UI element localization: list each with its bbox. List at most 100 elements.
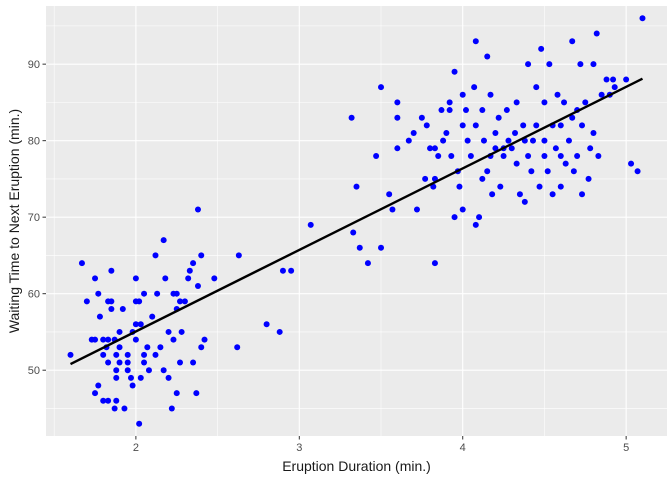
data-point [492,145,499,152]
data-point [435,152,442,159]
data-point [162,275,169,282]
data-point [557,152,564,159]
data-point [116,328,123,335]
data-point [170,336,177,343]
data-point [160,237,167,244]
data-point [590,61,597,68]
data-point [394,99,401,106]
data-point [288,267,295,274]
data-point [418,114,425,121]
y-tick-labels: 50 60 70 80 90 [28,59,40,377]
y-tick-label: 80 [28,136,40,148]
data-point [587,145,594,152]
data-point [141,359,148,366]
data-point [431,260,438,267]
grid-major [46,6,667,436]
data-point [127,374,134,381]
y-tick-label: 70 [28,212,40,224]
data-point [577,61,584,68]
data-point [145,367,152,374]
data-point [484,168,491,175]
data-point [549,191,556,198]
data-point [100,351,107,358]
regression-line-group [69,77,644,366]
data-point [451,68,458,75]
data-point [533,122,540,129]
data-point [136,420,143,427]
data-point [144,344,151,351]
data-point [185,275,192,282]
data-point [141,351,148,358]
data-point [639,15,646,22]
data-point [521,198,528,205]
x-tick-label: 4 [460,442,466,454]
data-point [489,191,496,198]
data-point [443,130,450,137]
data-point [536,183,543,190]
grid-minor [46,6,667,436]
data-point [373,152,380,159]
data-point [137,321,144,328]
data-point [190,359,197,366]
data-point [405,137,412,144]
data-point [525,152,532,159]
data-point [513,99,520,106]
data-point [132,321,139,328]
data-point [541,137,548,144]
data-point [595,152,602,159]
data-point [440,137,447,144]
data-point [263,321,270,328]
data-point [96,313,103,320]
data-point [546,61,553,68]
data-point [593,30,600,37]
data-point [190,260,197,267]
data-point [119,305,126,312]
data-point [356,244,363,251]
data-point [307,221,314,228]
data-point [113,351,120,358]
data-point [211,275,218,282]
data-point [124,351,131,358]
data-point [528,168,535,175]
data-point [129,382,136,389]
data-point [495,114,502,121]
data-point [194,206,201,213]
data-point [165,374,172,381]
data-point [611,84,618,91]
data-point [181,298,188,305]
data-point [124,359,131,366]
data-point [569,38,576,45]
data-point [178,328,185,335]
data-point [451,214,458,221]
x-axis-title: Eruption Duration (min.) [282,458,431,474]
data-point [92,390,99,397]
data-point [520,122,527,129]
data-point [541,99,548,106]
data-point [557,183,564,190]
data-point [552,145,559,152]
data-point [512,130,519,137]
data-point [113,367,120,374]
data-point [154,290,161,297]
data-point [508,145,515,152]
data-point [533,84,540,91]
data-point [516,191,523,198]
regression-line [69,77,644,366]
x-tick-label: 5 [623,442,629,454]
data-point [538,45,545,52]
data-point [487,91,494,98]
data-point [186,267,193,274]
y-tick-label: 60 [28,289,40,301]
data-point [173,390,180,397]
data-point [193,390,200,397]
data-point [124,367,131,374]
data-point [456,183,463,190]
data-point [472,221,479,228]
data-point [116,344,123,351]
data-point [459,206,466,213]
data-point [585,175,592,182]
data-point [111,405,118,412]
data-point [350,229,357,236]
data-point [570,168,577,175]
data-point [137,374,144,381]
